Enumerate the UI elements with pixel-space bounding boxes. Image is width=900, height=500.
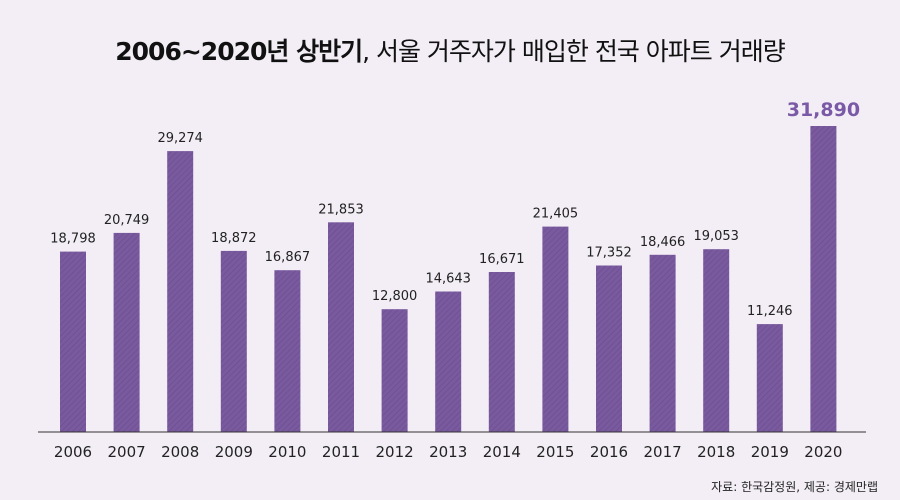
data-label: 16,671 [479,252,525,267]
bar-2018 [703,249,730,432]
data-label: 18,872 [211,231,257,246]
data-label: 19,053 [693,229,739,244]
bar-2009 [220,250,247,432]
x-tick-label: 2012 [376,443,414,461]
chart-title-rest: , 서울 거주자가 매입한 전국 아파트 거래량 [362,37,786,66]
bar-2020 [810,126,837,432]
data-label: 29,274 [157,131,203,146]
bar-2017 [649,254,676,432]
source-note: 자료: 한국감정원, 제공: 경제만랩 [711,480,878,494]
x-tick-label: 2017 [644,443,682,461]
data-label: 21,853 [318,202,364,217]
x-tick-label: 2018 [697,443,735,461]
bars-group [60,126,837,432]
bar-2006 [60,251,86,432]
x-tick-labels: 2006 2007 2008 2009 2010 2011 2012 2013 2014 2015… [54,443,843,461]
bar-2015 [542,226,569,432]
chart-title-bold: 2006~2020년 상반기 [115,37,363,66]
data-label: 14,643 [425,272,471,287]
data-label: 21,405 [533,207,579,222]
bar-2013 [435,291,462,432]
x-tick-label: 2009 [215,443,253,461]
x-tick-label: 2014 [483,443,521,461]
data-label: 12,800 [372,289,418,304]
bar-2008 [167,151,194,432]
x-tick-label: 2015 [536,443,574,461]
x-tick-label: 2010 [268,443,306,461]
data-label-highlight: 31,890 [787,99,860,121]
x-tick-label: 2019 [751,443,789,461]
x-tick-label: 2020 [804,443,842,461]
bar-2016 [596,265,622,432]
bar-2010 [274,270,301,432]
data-labels: 18,798 20,749 29,274 18,872 16,867 21,853 12,8… [50,99,860,319]
x-tick-label: 2013 [429,443,467,461]
bar-2012 [381,309,408,432]
bar-2014 [488,272,515,432]
data-label: 17,352 [586,246,632,261]
bar-2007 [113,232,140,432]
x-tick-label: 2011 [322,443,360,461]
x-tick-label: 2006 [54,443,92,461]
x-tick-label: 2008 [161,443,199,461]
x-tick-label: 2016 [590,443,628,461]
data-label: 11,246 [747,304,793,319]
x-tick-label: 2007 [108,443,146,461]
data-label: 18,466 [640,235,686,250]
data-label: 18,798 [50,232,96,247]
data-label: 16,867 [265,250,311,265]
chart-title: 2006~2020년 상반기, 서울 거주자가 매입한 전국 아파트 거래량 [0,32,900,68]
bar-2019 [756,324,783,432]
data-label: 20,749 [104,213,150,228]
bar-2011 [328,222,354,432]
